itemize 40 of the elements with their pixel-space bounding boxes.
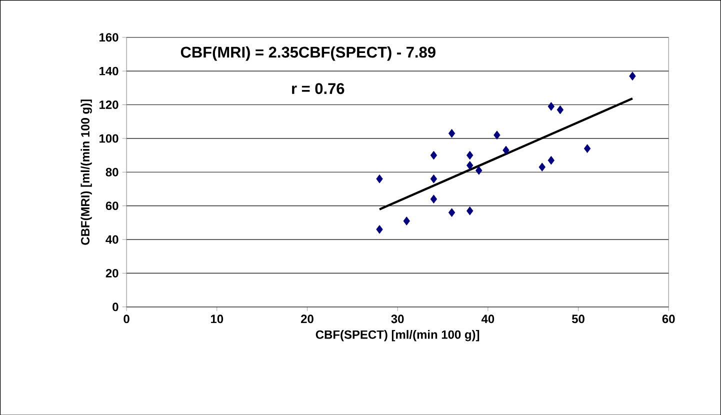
annotation: CBF(MRI) = 2.35CBF(SPECT) - 7.89 bbox=[180, 46, 436, 61]
x-tick-label: 60 bbox=[662, 314, 675, 323]
y-axis-title: CBF(MRI) [ml/(min 100 g)] bbox=[80, 99, 92, 245]
point bbox=[403, 216, 410, 226]
point bbox=[466, 150, 474, 160]
annotation: r = 0.76 bbox=[292, 82, 344, 94]
y-tick-label: 0 bbox=[112, 302, 118, 311]
x-tick-label: 20 bbox=[301, 314, 314, 323]
point bbox=[376, 224, 383, 234]
point bbox=[448, 208, 456, 217]
point bbox=[548, 156, 555, 165]
point bbox=[430, 150, 438, 160]
y-tick-label: 60 bbox=[106, 201, 118, 210]
x-tick-label: 50 bbox=[572, 314, 584, 323]
x-axis-title: CBF(SPECT) [ml/(min 100 g)] bbox=[316, 330, 480, 342]
point bbox=[556, 105, 564, 114]
y-tick-label: 120 bbox=[100, 100, 118, 109]
point bbox=[430, 174, 438, 184]
x-tick-label: 0 bbox=[124, 314, 130, 323]
point bbox=[494, 130, 500, 140]
y-tick-label: 20 bbox=[106, 268, 118, 278]
y-tick-label: 80 bbox=[106, 168, 118, 176]
point bbox=[629, 72, 636, 80]
y-tick-label: 100 bbox=[100, 134, 118, 142]
point bbox=[502, 146, 510, 154]
point bbox=[376, 174, 383, 184]
x-tick-label: 40 bbox=[481, 314, 494, 323]
x-tick-label: 10 bbox=[210, 314, 224, 323]
y-tick-label: 160 bbox=[100, 32, 118, 42]
point bbox=[430, 194, 438, 204]
y-tick-label: 40 bbox=[106, 235, 118, 244]
y-tick-label: 140 bbox=[100, 66, 118, 76]
x-tick-label: 30 bbox=[391, 314, 404, 323]
point bbox=[448, 128, 456, 138]
point bbox=[476, 166, 482, 175]
point bbox=[584, 144, 591, 153]
point bbox=[466, 206, 474, 216]
point bbox=[466, 160, 474, 170]
point bbox=[538, 162, 546, 172]
point bbox=[548, 102, 555, 111]
